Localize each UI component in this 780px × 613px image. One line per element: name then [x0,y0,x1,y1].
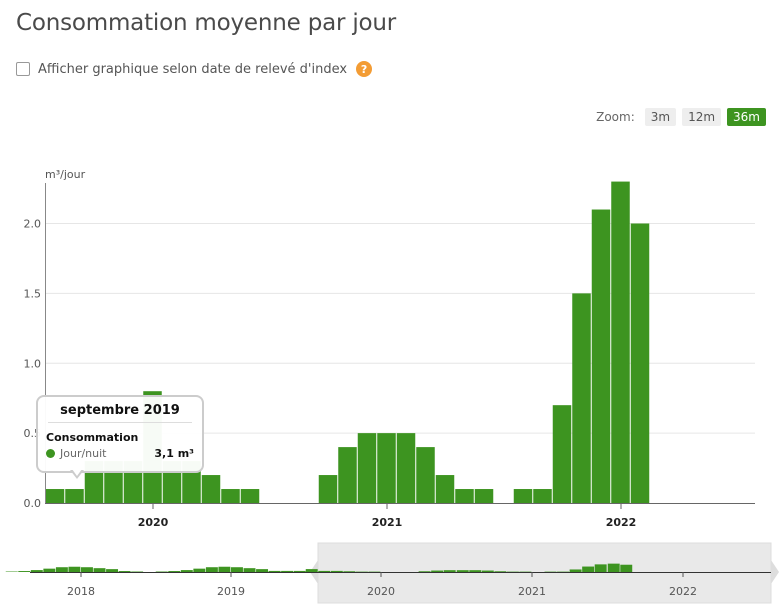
bar[interactable] [65,489,84,503]
tooltip-section: Consommation [46,431,139,444]
navigator-bar [256,569,269,572]
navigator-year-label: 2021 [518,585,546,598]
bar[interactable] [630,223,650,504]
bar[interactable] [435,475,455,503]
bar[interactable] [201,475,221,503]
index-date-checkbox[interactable] [16,62,30,76]
navigator-bar [281,570,294,572]
navigator-bar [431,570,444,572]
y-tick-label: 1.0 [24,357,42,370]
index-date-label[interactable]: Afficher graphique selon date de relevé … [38,61,348,77]
navigator-bar [594,564,607,572]
navigator-bar [469,570,482,572]
navigator-bar [168,571,181,572]
navigator: 2018 2019 2020 2021 2022 [5,542,779,604]
navigator-bar [218,566,231,572]
navigator-bar [243,568,256,572]
navigator-bar [68,566,81,572]
navigator-bar [118,571,131,572]
bar[interactable] [377,433,396,503]
navigator-bar [620,564,633,572]
bar[interactable] [318,475,338,503]
help-icon[interactable]: ? [356,61,373,77]
bar[interactable] [591,209,611,503]
series-dot-icon [46,449,55,458]
bar[interactable] [45,489,65,503]
bar[interactable] [396,433,416,503]
x-tick-label: 2020 [138,516,169,529]
navigator-bar [43,568,56,572]
navigator-bar [268,570,281,572]
navigator-bar [569,569,582,572]
navigator-handle-right-icon[interactable] [771,560,779,584]
y-axis-unit: m³/jour [45,168,86,181]
navigator-bar [293,570,306,572]
bar[interactable] [455,489,474,503]
bar[interactable] [533,489,552,503]
navigator-bar [106,569,119,572]
zoom-12m-button[interactable]: 12m [682,108,722,126]
zoom-36m-button[interactable]: 36m [727,108,766,126]
navigator-bar [305,569,318,572]
navigator-bar [93,568,106,572]
x-tick-label: 2021 [372,516,403,529]
navigator-bar [456,570,469,572]
navigator-bar [481,570,494,572]
navigator-bar [55,567,68,572]
navigator-bar [607,563,620,572]
bar[interactable] [357,433,377,503]
navigator-bar [81,567,93,572]
zoom-selector: Zoom: 3m 12m 36m [596,108,766,126]
y-tick-label: 1.5 [24,287,42,300]
index-date-option: Afficher graphique selon date de relevé … [16,60,373,78]
navigator-bar [180,570,193,572]
zoom-label: Zoom: [596,110,635,124]
navigator-bar [231,567,243,572]
bar[interactable] [572,293,591,503]
navigator-bar [418,571,431,572]
tooltip-title: septembre 2019 [48,403,192,423]
bar[interactable] [221,489,240,503]
bar[interactable] [552,405,572,503]
bar[interactable] [611,181,630,503]
navigator-year-label: 2020 [367,585,395,598]
bar[interactable] [513,489,533,503]
navigator-year-label: 2022 [669,585,697,598]
navigator-bar [343,571,356,572]
tooltip-value: 3,1 m³ [154,447,194,460]
y-tick-label: 0.0 [24,497,42,510]
navigator-bar [193,568,206,572]
navigator-bar [494,571,507,572]
tooltip-pointer-inner [72,469,82,476]
bar[interactable] [240,489,260,503]
x-tick-label: 2022 [606,516,637,529]
bar[interactable] [338,447,357,503]
tooltip-series-name: Jour/nuit [60,447,107,460]
tooltip: septembre 2019 Consommation Jour/nuit 3,… [36,395,204,473]
navigator-year-label: 2019 [217,585,245,598]
page-title: Consommation moyenne par jour [16,10,397,36]
bar[interactable] [416,447,435,503]
tooltip-row: Jour/nuit 3,1 m³ [46,447,194,460]
y-tick-label: 2.0 [24,218,42,231]
zoom-3m-button[interactable]: 3m [644,108,677,126]
navigator-bar [18,571,31,572]
navigator-bar [30,570,43,572]
navigator-year-label: 2018 [67,585,95,598]
navigator-bar [330,570,343,572]
bar[interactable] [474,489,494,503]
navigator-bar [318,570,331,572]
navigator-bar [443,570,456,572]
navigator-bar [582,566,595,572]
navigator-bar [205,567,218,572]
